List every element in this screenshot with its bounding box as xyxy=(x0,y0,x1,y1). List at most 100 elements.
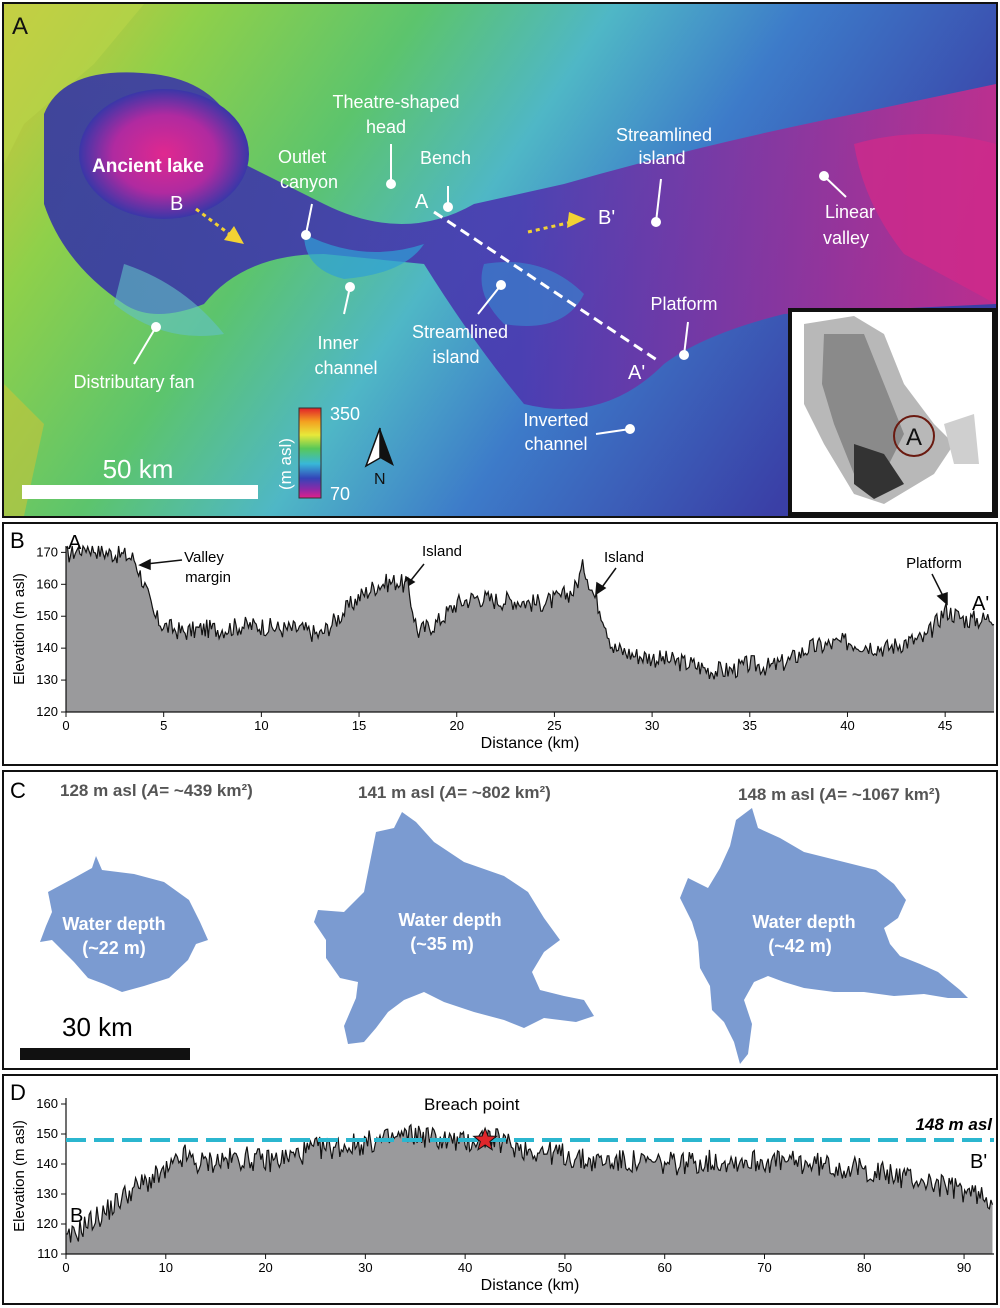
profile-chart-d: D Breach point 148 m asl B B' 0 10 20 30 40 5… xyxy=(10,1080,994,1294)
label-ancient-lake: Ancient lake xyxy=(92,156,204,177)
label-panel-a: A xyxy=(12,13,28,40)
x-tick-label: 40 xyxy=(840,718,854,733)
label-inverted-1: Inverted xyxy=(523,410,588,430)
x-tick-label: 50 xyxy=(558,1260,572,1275)
label-point-a: A xyxy=(415,191,429,213)
y-tick-label: 140 xyxy=(36,640,58,655)
profile-end-a-prime: A' xyxy=(972,593,989,615)
x-tick-label: 30 xyxy=(645,718,659,733)
lake-extent-panel: C 128 m asl (A= ~439 km²) 141 m asl (A= … xyxy=(10,778,968,1064)
label-panel-b: B xyxy=(10,528,25,553)
label-linear-1: Linear xyxy=(825,202,875,222)
y-tick-label: 160 xyxy=(36,1096,58,1111)
label-inner-1: Inner xyxy=(317,333,358,353)
profile-chart-b: B A A' Valley margin Island Island Platf… xyxy=(10,528,995,752)
y-tick-label: 130 xyxy=(36,1186,58,1201)
profile-area xyxy=(66,546,994,712)
annot-valley-margin-1: Valley xyxy=(184,549,224,566)
scale-bar-label-a: 50 km xyxy=(103,454,174,484)
lake-1-depth-value: (~22 m) xyxy=(82,938,146,958)
y-tick-label: 160 xyxy=(36,576,58,591)
label-panel-d: D xyxy=(10,1080,26,1105)
panel-c: C 128 m asl (A= ~439 km²) 141 m asl (A= … xyxy=(2,770,998,1070)
breach-point-star-icon xyxy=(472,1126,498,1151)
y-tick-label: 110 xyxy=(37,1246,58,1261)
annot-island-2: Island xyxy=(604,549,644,566)
x-tick-label: 15 xyxy=(352,718,366,733)
x-tick-label: 20 xyxy=(258,1260,272,1275)
annotation-arrows-b xyxy=(138,558,948,606)
north-arrow-icon: N xyxy=(364,427,394,488)
legend-unit: (m asl) xyxy=(276,438,295,490)
lake-1-title: 128 m asl (A= ~439 km²) xyxy=(60,781,253,800)
lake-3-depth-label: Water depth xyxy=(752,912,855,932)
scale-bar-label-c: 30 km xyxy=(62,1012,133,1042)
x-axis-title: Distance (km) xyxy=(481,735,580,752)
elevation-map: A Ancient lake B Outlet canyon Theatre-s… xyxy=(4,4,996,516)
label-panel-c: C xyxy=(10,778,26,803)
lake-extent-148 xyxy=(680,808,968,1064)
y-tick-label: 170 xyxy=(36,544,58,559)
x-tick-label: 10 xyxy=(159,1260,173,1275)
label-linear-2: valley xyxy=(823,228,869,248)
legend-max: 350 xyxy=(330,404,360,424)
x-tick-label: 40 xyxy=(458,1260,472,1275)
flow-arrow-2 xyxy=(527,212,586,234)
label-inverted-2: channel xyxy=(524,434,587,454)
lake-extent-128 xyxy=(40,856,208,992)
x-tick-label: 70 xyxy=(757,1260,771,1275)
label-point-b: B xyxy=(170,193,183,215)
panel-d: D Breach point 148 m asl B B' 0 10 20 30 40 5… xyxy=(2,1074,998,1305)
lake-2-depth-label: Water depth xyxy=(398,910,501,930)
label-inner-2: channel xyxy=(314,358,377,378)
scale-bar-a xyxy=(22,485,258,499)
inset-label: A xyxy=(906,424,922,451)
lake-2-depth-value: (~35 m) xyxy=(410,934,474,954)
annot-valley-margin-2: margin xyxy=(185,569,231,586)
annot-breach-point: Breach point xyxy=(424,1095,520,1114)
label-theatre-1: Theatre-shaped xyxy=(332,92,459,112)
label-theatre-2: head xyxy=(366,117,406,137)
label-streamlined-2a: Streamlined xyxy=(412,322,508,342)
ancient-lake-basin xyxy=(79,89,249,219)
x-tick-label: 25 xyxy=(547,718,561,733)
label-streamlined-2b: island xyxy=(432,347,479,367)
map-markers xyxy=(133,144,847,435)
label-point-a-prime: A' xyxy=(628,362,645,384)
x-tick-label: 0 xyxy=(62,1260,69,1275)
lake-extent-141 xyxy=(314,812,594,1044)
panel-a: A Ancient lake B Outlet canyon Theatre-s… xyxy=(2,2,998,518)
annot-water-level: 148 m asl xyxy=(915,1115,993,1134)
x-tick-label: 20 xyxy=(450,718,464,733)
y-axis-title: Elevation (m asl) xyxy=(11,573,28,685)
annot-island-1: Island xyxy=(422,543,462,560)
panel-b: B A A' Valley margin Island Island Platf… xyxy=(2,522,998,766)
x-tick-label: 90 xyxy=(957,1260,971,1275)
label-outlet-2: canyon xyxy=(280,172,338,192)
x-tick-label: 5 xyxy=(160,718,167,733)
lake-1-depth-label: Water depth xyxy=(62,914,165,934)
legend-min: 70 xyxy=(330,484,350,504)
x-tick-label: 30 xyxy=(358,1260,372,1275)
y-tick-label: 120 xyxy=(36,1216,58,1231)
profile-area xyxy=(66,1124,993,1254)
x-tick-label: 60 xyxy=(657,1260,671,1275)
valley-floor xyxy=(44,72,996,409)
y-axis-title: Elevation (m asl) xyxy=(11,1120,28,1232)
x-tick-label: 35 xyxy=(743,718,757,733)
label-point-b-prime: B' xyxy=(598,207,615,229)
y-tick-label: 140 xyxy=(36,1156,58,1171)
x-tick-label: 10 xyxy=(254,718,268,733)
profile-start-a: A xyxy=(68,532,82,554)
x-tick-label: 0 xyxy=(62,718,69,733)
lake-2-title: 141 m asl (A= ~802 km²) xyxy=(358,783,551,802)
lake-3-depth-value: (~42 m) xyxy=(768,936,832,956)
y-tick-label: 150 xyxy=(36,1126,58,1141)
label-distributary-fan: Distributary fan xyxy=(73,372,194,392)
profile-line-a xyxy=(433,210,661,364)
profile-start-b: B xyxy=(70,1205,83,1227)
profile-end-b-prime: B' xyxy=(970,1151,987,1173)
y-tick-label: 130 xyxy=(36,672,58,687)
svg-text:N: N xyxy=(374,471,386,488)
locator-inset: A xyxy=(788,308,996,516)
